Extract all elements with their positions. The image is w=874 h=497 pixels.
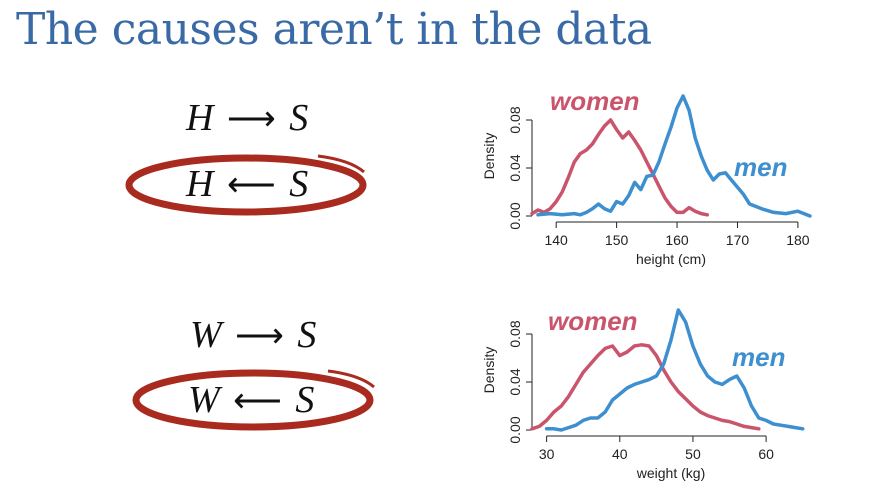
hand-drawn-circle-icon: [125, 154, 367, 216]
arrow-left-icon: ⟵: [233, 383, 282, 420]
dag-node-from: H: [186, 163, 214, 205]
dag-node-to: S: [289, 97, 309, 139]
height-density-chart: 0.00 0.04 0.08 Density 140 150 160 170 180 height…: [481, 86, 812, 267]
x-tick-label: 180: [786, 232, 810, 248]
series-label-women: women: [550, 86, 640, 116]
dag-sex-causes-weight: W ⟵ S: [188, 378, 314, 422]
y-tick-label: 0.04: [507, 154, 523, 181]
arrow-left-icon: ⟵: [226, 167, 276, 204]
dag-node-to: S: [295, 379, 315, 421]
y-tick-label: 0.08: [507, 320, 523, 347]
dag-sex-causes-height: H ⟵ S: [186, 162, 308, 206]
y-tick-label: 0.04: [507, 368, 523, 395]
series-label-men: men: [734, 152, 787, 182]
x-tick-label: 60: [758, 446, 774, 462]
dag-node-from: H: [186, 97, 214, 139]
x-tick-label: 140: [544, 232, 568, 248]
series-line-women: [530, 343, 761, 431]
x-tick-label: 170: [726, 232, 750, 248]
x-tick-label: 40: [612, 446, 628, 462]
hand-drawn-circle-icon: [132, 369, 375, 431]
x-tick-label: 50: [685, 446, 701, 462]
dag-node-to: S: [297, 314, 317, 356]
dag-node-from: W: [190, 314, 222, 356]
y-axis-label: Density: [481, 133, 497, 180]
series-line-men: [536, 94, 812, 218]
x-axis-label: weight (kg): [636, 465, 705, 481]
arrow-right-icon: ⟶: [226, 101, 276, 138]
x-axis-label: height (cm): [636, 251, 706, 267]
y-tick-label: 0.00: [507, 202, 523, 229]
y-tick-label: 0.08: [507, 106, 523, 133]
dag-node-from: W: [188, 379, 220, 421]
y-axis-label: Density: [481, 347, 497, 394]
series-line-women: [530, 118, 710, 217]
x-tick-label: 160: [665, 232, 689, 248]
x-tick-label: 150: [605, 232, 629, 248]
slide-title: The causes aren’t in the data: [16, 4, 652, 55]
dag-node-to: S: [289, 163, 309, 205]
series-label-women: women: [548, 306, 638, 336]
dag-height-causes-sex: H ⟶ S: [186, 96, 308, 140]
series-label-men: men: [732, 342, 785, 372]
y-tick-label: 0.00: [507, 416, 523, 443]
series-line-men: [544, 308, 805, 432]
x-tick-label: 30: [539, 446, 555, 462]
dag-weight-causes-sex: W ⟶ S: [190, 313, 316, 357]
arrow-right-icon: ⟶: [235, 318, 284, 355]
weight-density-chart: 0.00 0.04 0.08 Density 30 40 50 60 weight (kg) wo…: [481, 306, 805, 481]
